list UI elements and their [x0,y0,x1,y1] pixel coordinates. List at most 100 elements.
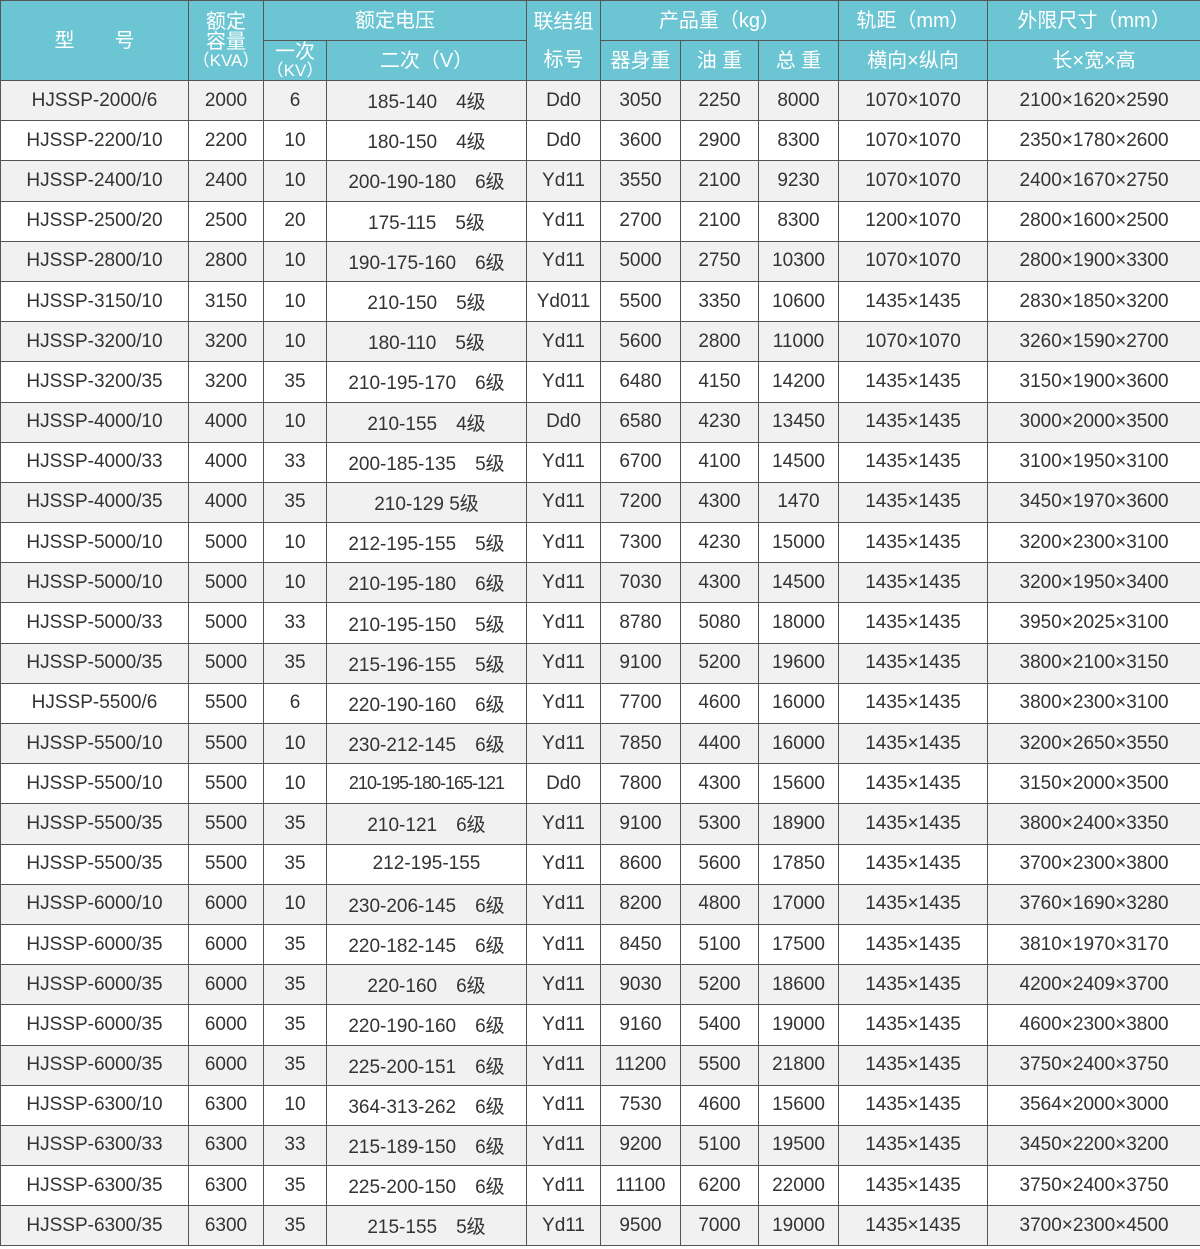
cell-body-weight: 7300 [600,522,681,564]
cell-dimensions: 2350×1780×2600 [987,120,1200,162]
cell-primary: 10 [263,160,327,202]
cell-primary: 6 [263,682,327,725]
cell-body-weight: 7030 [600,562,681,604]
cell-gauge: 1435×1435 [838,1084,989,1126]
cell-primary: 10 [263,562,327,604]
cell-total-weight: 15600 [757,763,840,805]
cell-connection: Yd11 [526,682,601,725]
cell-body-weight: 5000 [600,240,681,282]
cell-capacity: 6000 [188,1004,264,1046]
cell-gauge: 1435×1435 [838,883,989,925]
cell-gauge: 1435×1435 [838,280,989,323]
table-row: HJSSP-2000/6 2000 6 185-140 4级 Dd0 3050 2250 80… [0,79,1200,122]
cell-gauge: 1070×1070 [838,160,989,202]
cell-primary: 20 [263,200,327,242]
cell-capacity: 4000 [188,401,264,443]
cell-gauge: 1435×1435 [838,562,989,604]
cell-primary: 35 [263,843,327,885]
cell-dimensions: 3750×2400×3750 [987,1044,1200,1086]
cell-gauge: 1435×1435 [838,722,989,765]
table-row: HJSSP-6000/35 6000 35 220-182-145 6级 Yd11 845… [0,923,1200,966]
cell-oil-weight: 4230 [680,522,759,564]
table-row: HJSSP-6300/10 6300 10 364-313-262 6级 Yd11 753… [0,1084,1200,1126]
cell-gauge: 1435×1435 [838,642,989,684]
cell-connection: Dd0 [526,401,601,443]
cell-connection: Yd11 [526,1205,601,1247]
cell-total-weight: 8300 [757,120,840,162]
cell-gauge: 1435×1435 [838,401,989,443]
cell-gauge: 1435×1435 [838,1165,989,1207]
cell-connection: Yd11 [526,160,601,202]
cell-primary: 10 [263,120,327,162]
cell-dimensions: 3200×2650×3550 [987,722,1200,765]
cell-oil-weight: 5080 [680,602,759,644]
cell-capacity: 2000 [188,79,264,122]
header-primary-line1: 一次 [275,41,315,63]
cell-oil-weight: 4300 [680,481,759,524]
cell-dimensions: 2830×1850×3200 [987,280,1200,323]
cell-body-weight: 8780 [600,602,681,644]
cell-body-weight: 8450 [600,923,681,966]
cell-dimensions: 3150×1900×3600 [987,361,1200,403]
cell-dimensions: 3700×2300×4500 [987,1205,1200,1247]
cell-model: HJSSP-5000/35 [0,642,189,684]
cell-body-weight: 9500 [600,1205,681,1247]
cell-dimensions: 2400×1670×2750 [987,160,1200,202]
cell-total-weight: 9230 [757,160,840,202]
table-row: HJSSP-4000/33 4000 33 200-185-135 5级 Yd11 670… [0,441,1200,483]
cell-connection: Yd11 [526,722,601,765]
cell-capacity: 6300 [188,1165,264,1207]
table-row: HJSSP-3150/10 3150 10 210-150 5级 Yd011 5500 33… [0,280,1200,323]
cell-connection: Yd11 [526,803,601,845]
cell-connection: Yd11 [526,1124,601,1167]
cell-dimensions: 2100×1620×2590 [987,79,1200,122]
cell-total-weight: 19000 [757,1205,840,1247]
cell-connection: Dd0 [526,763,601,805]
cell-primary: 35 [263,923,327,966]
cell-gauge: 1070×1070 [838,240,989,282]
cell-model: HJSSP-6000/35 [0,923,189,966]
cell-model: HJSSP-4000/35 [0,481,189,524]
cell-capacity: 5500 [188,843,264,885]
cell-capacity: 3200 [188,321,264,363]
cell-dimensions: 3100×1950×3100 [987,441,1200,483]
cell-gauge: 1435×1435 [838,1044,989,1086]
cell-primary: 10 [263,522,327,564]
cell-secondary: 225-200-150 6级 [326,1165,527,1207]
cell-total-weight: 18000 [757,602,840,644]
cell-body-weight: 3050 [600,79,681,122]
cell-dimensions: 4200×2409×3700 [987,964,1200,1006]
header-dimensions-sub: 长×宽×高 [987,40,1200,81]
cell-primary: 33 [263,1124,327,1167]
cell-oil-weight: 2750 [680,240,759,282]
cell-connection: Yd011 [526,280,601,323]
table-row: HJSSP-4000/10 4000 10 210-155 4级 Dd0 6580 4230… [0,401,1200,443]
cell-body-weight: 5600 [600,321,681,363]
cell-model: HJSSP-3200/35 [0,361,189,403]
cell-capacity: 4000 [188,441,264,483]
cell-total-weight: 17000 [757,883,840,925]
cell-capacity: 5500 [188,803,264,845]
cell-secondary: 180-150 4级 [326,120,527,162]
table-row: HJSSP-2200/10 2200 10 180-150 4级 Dd0 3600 2900… [0,120,1200,162]
cell-primary: 10 [263,240,327,282]
cell-model: HJSSP-6000/10 [0,883,189,925]
cell-model: HJSSP-3200/10 [0,321,189,363]
cell-dimensions: 3450×1970×3600 [987,481,1200,524]
cell-primary: 33 [263,441,327,483]
cell-model: HJSSP-5500/10 [0,763,189,805]
header-connection-line1: 联结组 [533,10,594,33]
cell-connection: Yd11 [526,923,601,966]
cell-primary: 35 [263,481,327,524]
cell-primary: 10 [263,722,327,765]
cell-primary: 10 [263,883,327,925]
cell-connection: Yd11 [526,200,601,242]
cell-total-weight: 14500 [757,562,840,604]
table-row: HJSSP-3200/10 3200 10 180-110 5级 Yd11 5600 280… [0,321,1200,363]
cell-body-weight: 8600 [600,843,681,885]
cell-capacity: 5500 [188,763,264,805]
cell-connection: Yd11 [526,602,601,644]
cell-dimensions: 3750×2400×3750 [987,1165,1200,1207]
cell-total-weight: 17500 [757,923,840,966]
